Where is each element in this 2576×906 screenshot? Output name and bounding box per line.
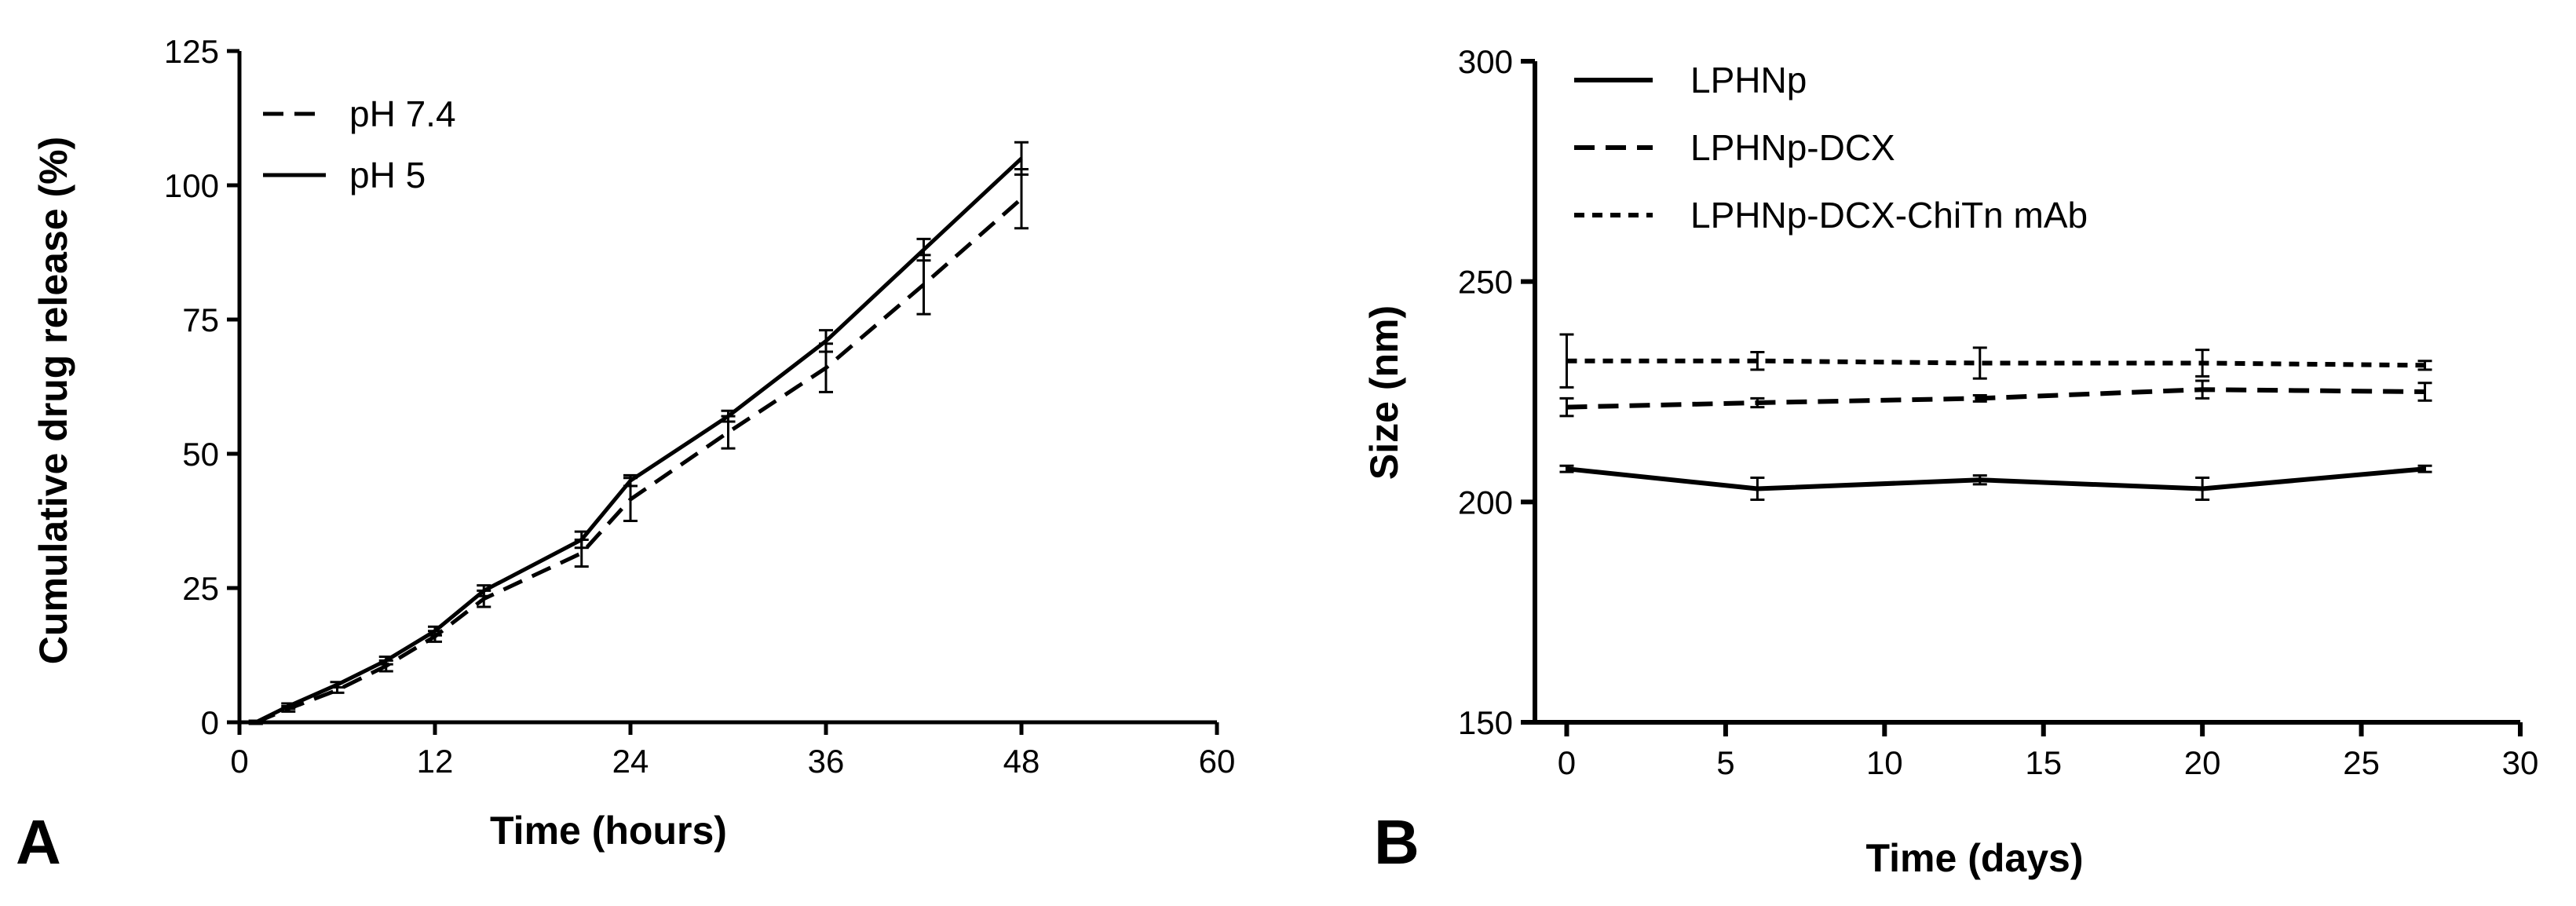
- panel-b-x-tick-label: 5: [1716, 744, 1734, 781]
- panel-a-x-tick-label: 24: [612, 743, 649, 780]
- panel-b-legend-label: LPHNp-DCX-ChiTn mAb: [1690, 195, 2088, 236]
- panel-a-series-1-point: [330, 681, 345, 689]
- panel-b-x-tick-label: 30: [2502, 744, 2539, 781]
- panel-b-x-tick-label: 20: [2184, 744, 2221, 781]
- panel-a-x-axis-title: Time (hours): [490, 809, 727, 853]
- panel-a-series-1-point: [428, 625, 442, 637]
- panel-b-label: B: [1374, 807, 1420, 877]
- panel-b-chart: Time (days) Size (nm) B 150 200 250 300 0 5 10…: [1362, 43, 2538, 880]
- panel-a-y-tick-label: 25: [182, 570, 219, 607]
- panel-b-series-2-point: [2417, 360, 2432, 371]
- panel-a-series-1-point: [281, 702, 296, 711]
- panel-a-series-1-point: [477, 584, 491, 597]
- panel-b-series-0-point: [1559, 464, 1574, 473]
- panel-b-x-axis-title: Time (days): [1866, 836, 2084, 880]
- panel-a-y-tick-label: 125: [164, 33, 219, 70]
- panel-a-chart: Time (hours) Cumulative drug release (%)…: [16, 33, 1235, 877]
- panel-a-series-1-point: [574, 530, 589, 550]
- panel-a-x-tick-label: 0: [230, 743, 248, 780]
- panel-b-y-tick-label: 150: [1458, 704, 1513, 741]
- panel-b-series-1-point: [2195, 379, 2210, 400]
- panel-b-series-2-line: [1566, 358, 2425, 368]
- panel-b-series-0-point: [1972, 474, 1987, 486]
- panel-a-series-1-point: [378, 656, 393, 666]
- panel-b-series-2-point: [2195, 349, 2210, 378]
- panel-b-series-1-point: [2417, 382, 2432, 402]
- panel-a-y-tick-label: 50: [182, 436, 219, 473]
- panel-b-y-tick-label: 250: [1458, 264, 1513, 301]
- panel-a-x-tick-label: 48: [1003, 743, 1040, 780]
- panel-b-x-tick-label: 10: [1866, 744, 1903, 781]
- panel-a-series-1-point: [623, 473, 638, 488]
- panel-a-legend-label: pH 7.4: [349, 93, 456, 134]
- panel-a-y-axis-title: Cumulative drug release (%): [31, 137, 75, 664]
- panel-a-series-1-point: [916, 237, 931, 262]
- panel-a-series-1-point: [721, 409, 736, 423]
- panel-b-series-1-point: [1750, 396, 1765, 409]
- panel-b-series-0-point: [2417, 464, 2432, 473]
- panel-a-x-tick-label: 60: [1199, 743, 1236, 780]
- panel-b-series-1-point: [1972, 393, 1987, 403]
- panel-a-series-1-line: [254, 156, 1023, 725]
- panel-b-y-tick-label: 200: [1458, 484, 1513, 521]
- panel-b-series-2-point: [1559, 333, 1574, 389]
- panel-a-y-tick-label: 75: [182, 301, 219, 338]
- panel-b-series-2-point: [1750, 350, 1765, 371]
- panel-a-y-tick-label: 100: [164, 167, 219, 204]
- panel-a-series-1-point: [819, 329, 833, 353]
- panel-b-series-0-point: [1750, 476, 1765, 502]
- panel-b-legend: LPHNp LPHNp-DCX LPHNp-DCX-ChiTn mAb: [1574, 60, 2088, 236]
- panel-a-x-tick-label: 36: [808, 743, 845, 780]
- panel-a-label: A: [16, 807, 61, 877]
- panel-b-y-axis-title: Size (nm): [1362, 305, 1406, 480]
- panel-a-series-1-point: [248, 719, 263, 725]
- panel-a-y-tick-label: 0: [201, 704, 219, 741]
- panel-a-series-1-point: [1014, 141, 1029, 176]
- panel-a-legend-label: pH 5: [349, 155, 426, 195]
- panel-b-legend-label: LPHNp-DCX: [1690, 127, 1895, 168]
- panel-b-series-0-point: [2195, 476, 2210, 502]
- panel-b-x-tick-label: 25: [2343, 744, 2380, 781]
- panel-b-x-tick-label: 0: [1558, 744, 1576, 781]
- panel-a-series-0-line: [254, 197, 1023, 725]
- panel-b-series-2-point: [1972, 346, 1987, 380]
- panel-b-series-1-point: [1559, 396, 1574, 418]
- panel-b-y-tick-label: 300: [1458, 43, 1513, 80]
- panel-a-legend: pH 7.4 pH 5: [263, 93, 456, 195]
- panel-b-legend-label: LPHNp: [1690, 60, 1807, 100]
- panel-a-x-tick-label: 12: [417, 743, 454, 780]
- panel-b-x-tick-label: 15: [2025, 744, 2062, 781]
